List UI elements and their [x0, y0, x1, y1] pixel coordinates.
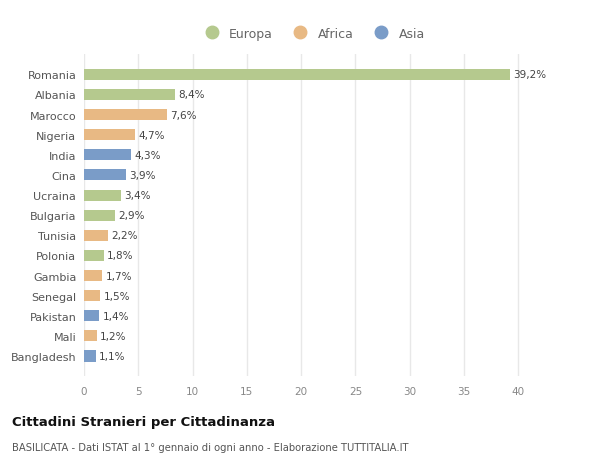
- Legend: Europa, Africa, Asia: Europa, Africa, Asia: [194, 23, 430, 46]
- Bar: [84, 170, 127, 181]
- Bar: [84, 311, 99, 322]
- Text: 2,9%: 2,9%: [119, 211, 145, 221]
- Bar: [84, 210, 115, 221]
- Text: 1,8%: 1,8%: [107, 251, 133, 261]
- Bar: [84, 250, 104, 262]
- Bar: [84, 270, 103, 281]
- Text: 4,3%: 4,3%: [134, 151, 160, 161]
- Bar: [84, 330, 97, 341]
- Text: 4,7%: 4,7%: [138, 130, 165, 140]
- Text: 8,4%: 8,4%: [178, 90, 205, 100]
- Text: 1,5%: 1,5%: [104, 291, 130, 301]
- Text: 3,4%: 3,4%: [124, 190, 151, 201]
- Text: Cittadini Stranieri per Cittadinanza: Cittadini Stranieri per Cittadinanza: [12, 415, 275, 428]
- Text: 1,2%: 1,2%: [100, 331, 127, 341]
- Bar: [84, 351, 96, 362]
- Text: 1,4%: 1,4%: [103, 311, 129, 321]
- Bar: [84, 150, 131, 161]
- Bar: [84, 130, 135, 141]
- Bar: [84, 110, 167, 121]
- Text: 1,1%: 1,1%: [99, 351, 126, 361]
- Bar: [84, 70, 509, 81]
- Text: 7,6%: 7,6%: [170, 110, 196, 120]
- Bar: [84, 190, 121, 201]
- Text: BASILICATA - Dati ISTAT al 1° gennaio di ogni anno - Elaborazione TUTTITALIA.IT: BASILICATA - Dati ISTAT al 1° gennaio di…: [12, 442, 409, 452]
- Bar: [84, 230, 108, 241]
- Bar: [84, 291, 100, 302]
- Text: 1,7%: 1,7%: [106, 271, 132, 281]
- Text: 39,2%: 39,2%: [513, 70, 546, 80]
- Text: 2,2%: 2,2%: [111, 231, 137, 241]
- Text: 3,9%: 3,9%: [130, 171, 156, 180]
- Bar: [84, 90, 175, 101]
